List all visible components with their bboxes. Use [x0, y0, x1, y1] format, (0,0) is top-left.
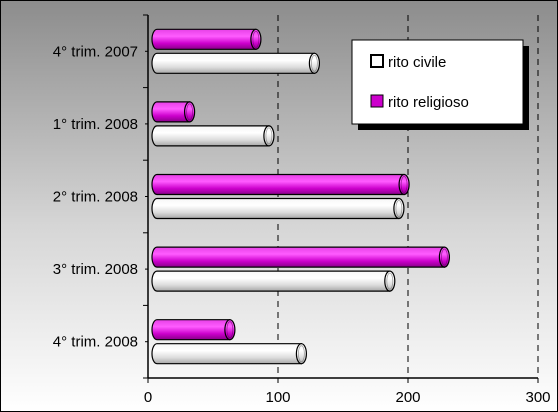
legend: rito civile rito religioso	[351, 39, 529, 130]
legend-label-civile: rito civile	[388, 54, 446, 71]
bar-body	[151, 173, 405, 196]
bar-cap	[295, 343, 307, 365]
bar-cap-inner	[265, 127, 273, 145]
bar-body	[151, 319, 231, 341]
bar-civile	[151, 343, 307, 365]
bar-body	[151, 343, 302, 365]
legend-label-religioso: rito religioso	[388, 94, 469, 111]
legend-swatch-civile	[370, 54, 384, 68]
category-label: 2° trim. 2008	[53, 189, 138, 206]
bar-cap	[384, 270, 396, 292]
bar-cap-inner	[395, 200, 403, 217]
bar-cap	[263, 125, 275, 147]
bar-cap-inner	[440, 248, 448, 266]
bar-cap-inner	[310, 54, 318, 72]
bar-body	[151, 246, 445, 268]
bar-body	[151, 197, 400, 220]
bar-religioso	[151, 28, 262, 50]
bar-cap-inner	[400, 176, 408, 193]
bar-cap	[250, 28, 262, 50]
bar-body	[151, 52, 315, 74]
x-tick-label: 200	[395, 389, 420, 406]
x-tick-label: 300	[525, 389, 550, 406]
x-tick-label: 0	[144, 389, 152, 406]
bar-cap	[438, 246, 450, 268]
bar-religioso	[151, 101, 196, 123]
bar-body	[151, 125, 270, 147]
category-label: 1° trim. 2008	[53, 116, 138, 133]
bar-cap-inner	[186, 103, 194, 121]
bar-religioso	[151, 319, 236, 341]
category-label: 4° trim. 2007	[53, 43, 138, 60]
bar-cap	[393, 197, 405, 220]
category-label: 3° trim. 2008	[53, 261, 138, 278]
category-label: 4° trim. 2008	[53, 334, 138, 351]
bar-cap	[224, 319, 236, 341]
bar-body	[151, 28, 257, 50]
bar-cap-inner	[252, 30, 260, 48]
bar-religioso	[151, 246, 450, 268]
bar-cap	[184, 101, 196, 123]
bar-cap	[308, 52, 320, 74]
axis-layer: 0 100 200 300 4° trim. 2007 1° trim. 2008 2° t…	[53, 14, 551, 406]
bar-body	[151, 270, 391, 292]
legend-box	[351, 39, 524, 125]
x-tick-label: 100	[265, 389, 290, 406]
bar-cap-inner	[386, 272, 394, 290]
bars-layer	[151, 28, 450, 365]
legend-swatch-religioso	[370, 94, 384, 108]
bar-cap-inner	[226, 321, 234, 339]
bar-civile	[151, 52, 320, 74]
bar-cap-inner	[297, 345, 305, 363]
bar-civile	[151, 270, 396, 292]
bar-cap	[398, 173, 410, 196]
bar-body	[151, 101, 191, 123]
bar-civile	[151, 125, 275, 147]
bar-religioso	[151, 173, 410, 196]
bar-civile	[151, 197, 405, 220]
